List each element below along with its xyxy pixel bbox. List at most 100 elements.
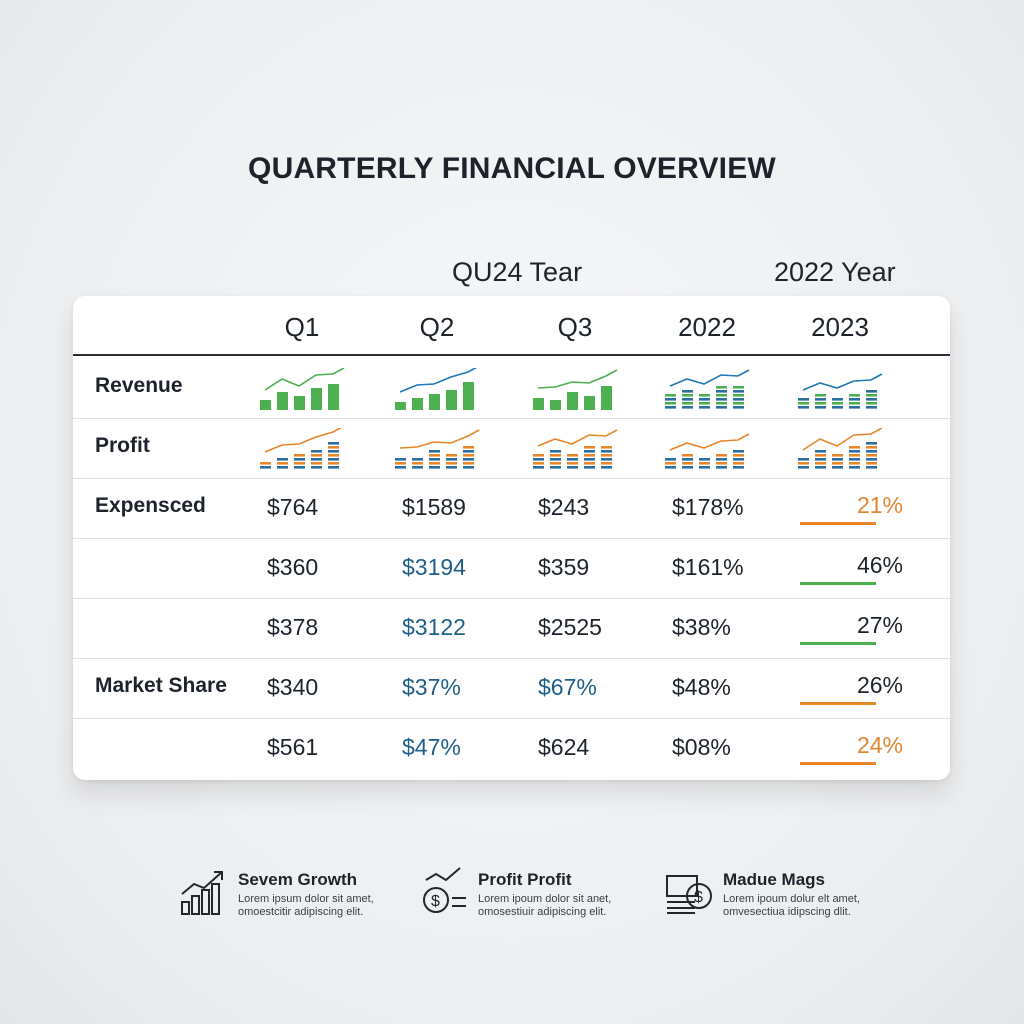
row-separator [73,418,950,419]
table-cell: $48% [672,674,731,700]
sparkline-bar [849,458,860,461]
sparkline-bar [716,406,727,409]
group-header: 2022 Year [774,257,896,287]
sparkline-bar [716,394,727,397]
sparkline-bar [798,466,809,469]
sparkline-bar [682,462,693,465]
icon-note [666,875,698,897]
sparkline-bar [682,402,693,405]
sparkline-bar [294,454,305,457]
sparkline-bar [412,458,423,461]
sparkline-bar [849,450,860,453]
sparkline-bar [716,458,727,461]
header-rule [73,354,950,356]
sparkline-bar [665,458,676,461]
sparkline-bar [849,394,860,397]
footer-title: Sevem Growth [238,870,358,889]
sparkline-bar [866,402,877,405]
sparkline-bar [866,394,877,397]
icon-bar [181,901,190,915]
icon-bar [191,895,200,915]
sparkline-bar [463,458,474,461]
row-label: Expensced [95,494,206,517]
sparkline-bar [601,462,612,465]
sparkline-bar [699,394,710,397]
table-cell: 21% [856,492,903,518]
sparkline-line [537,369,618,389]
sparkline-bar [733,402,744,405]
sparkline-bar [733,398,744,401]
sparkline-bar [328,466,339,469]
sparkline-bar [550,458,561,461]
sparkline-bar [733,390,744,393]
column-header: Q2 [419,312,455,342]
sparkline-bar [429,450,440,453]
sparkline-bar [311,454,322,457]
sparkline-bar [328,450,339,453]
sparkline-bar [832,402,843,405]
sparkline-bar [849,462,860,465]
sparkline-bar [716,462,727,465]
sparkline-bar [699,398,710,401]
row-separator [73,718,950,719]
sparkline-bar [412,466,423,469]
sparkline-line [802,428,883,451]
table-cell: $2525 [538,614,602,640]
sparkline-bar [866,466,877,469]
sparkline-bar [567,466,578,469]
table-cell: $08% [672,734,731,760]
sparkline-bar [849,466,860,469]
sparkline-bar [798,402,809,405]
sparkline-bar [550,466,561,469]
footer-text: Lorem ipsum dolor sit amet, [238,893,374,905]
sparkline-bar [328,454,339,457]
sparkline-bar [733,458,744,461]
footer-title: Madue Mags [723,870,826,889]
sparkline-bar [550,454,561,457]
row-separator [73,598,950,599]
row-separator [73,538,950,539]
footer-text: omvesectiua idipscing dlit. [723,906,851,918]
sparkline-bar [260,462,271,465]
sparkline-bar [716,398,727,401]
sparkline-bar [832,398,843,401]
sparkline-bar [395,466,406,469]
sparkline-line [669,369,750,387]
cell-bar [800,522,876,525]
table-cell: 46% [856,552,903,578]
sparkline-bar [412,462,423,465]
sparkline-line [669,433,750,451]
table-cell: $243 [538,494,590,520]
sparkline-bar [699,466,710,469]
sparkline-bar [832,406,843,409]
sparkline-bar [446,454,457,457]
sparkline [395,429,480,469]
sparkline-bar [815,394,826,397]
sparkline-bar [395,458,406,461]
sparkline-bar [682,390,693,393]
sparkline-bar [665,402,676,405]
sparkline-bar [601,466,612,469]
sparkline-bar [815,458,826,461]
column-header: 2022 [678,312,736,342]
sparkline-bar [429,394,440,410]
sparkline-line [399,368,478,393]
sparkline [533,369,618,410]
sparkline-bar [533,454,544,457]
sparkline-bar [665,398,676,401]
sparkline-bar [699,406,710,409]
sparkline-bar [463,466,474,469]
table-cell: $1589 [402,494,466,520]
sparkline-bar [733,462,744,465]
footer-icon [181,871,223,915]
sparkline-bar [311,450,322,453]
footer-text: Lorem ipoum dolur elt amet, [723,893,860,905]
sparkline-bar [665,406,676,409]
sparkline-bar [584,458,595,461]
table-cell: $624 [538,734,590,760]
sparkline-bar [849,402,860,405]
table-cell: $3194 [402,554,466,580]
footer-icon: $ [423,867,466,913]
cell-bar [800,762,876,765]
sparkline-bar [463,454,474,457]
